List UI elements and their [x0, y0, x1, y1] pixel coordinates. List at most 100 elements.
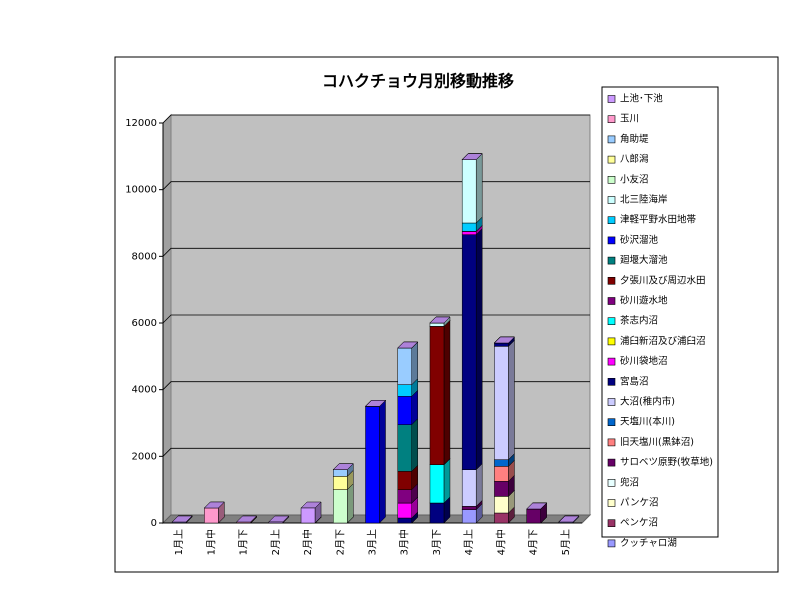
legend-label: 砂川遊水地	[620, 295, 668, 307]
grid-line	[162, 447, 590, 457]
legend	[601, 86, 719, 538]
grid-line	[162, 247, 590, 257]
legend-label: 茶志内沼	[620, 315, 658, 327]
x-tick-label: 1月上	[173, 529, 185, 555]
bar-segment	[461, 469, 477, 507]
x-tick-label: 3月上	[367, 529, 379, 555]
bar-side	[508, 339, 515, 461]
legend-label: 兜沼	[620, 476, 639, 488]
y-tick-label: 6000	[132, 318, 157, 329]
bar-segment	[397, 471, 412, 490]
legend-swatch	[607, 337, 616, 346]
legend-label: 浦臼新沼及び浦臼沼	[620, 335, 706, 347]
legend-label: 北三陸海岸	[620, 194, 668, 206]
bar-segment	[397, 502, 412, 519]
bar-segment	[429, 502, 445, 524]
legend-swatch	[607, 438, 616, 447]
y-tick-label: 2000	[132, 451, 157, 462]
x-tick-label: 2月中	[301, 529, 314, 555]
bar-segment	[397, 489, 412, 504]
y-tick-label: 12000	[125, 118, 157, 129]
legend-label: 角助堤	[620, 133, 649, 145]
legend-label: ペンケ沼	[620, 518, 658, 529]
legend-swatch	[607, 377, 616, 386]
legend-label: 宮島沼	[620, 375, 649, 387]
bar-segment	[461, 506, 477, 510]
legend-swatch	[607, 196, 616, 204]
bar-segment	[333, 489, 348, 524]
bar-top	[235, 515, 258, 523]
bar-segment	[397, 396, 412, 425]
bar-top	[332, 463, 354, 470]
legend-swatch	[607, 176, 616, 184]
legend-label: サロベツ原野(牧草地)	[620, 456, 713, 468]
x-tick-label: 5月上	[560, 529, 572, 555]
bar-segment	[461, 231, 477, 235]
legend-swatch	[607, 256, 616, 265]
bar-top	[203, 501, 225, 509]
bar-top	[558, 515, 580, 523]
bar-segment	[494, 496, 509, 514]
bar-side	[443, 458, 451, 504]
bar-top	[429, 316, 451, 324]
grid-line	[162, 181, 590, 190]
y-tick-label: 0	[151, 518, 157, 529]
legend-swatch	[607, 236, 616, 245]
legend-label: 旧天塩川(黒鉢沼)	[620, 436, 694, 448]
legend-swatch	[607, 539, 616, 548]
bar-side	[379, 399, 386, 524]
legend-swatch	[607, 135, 616, 144]
y-tick-label: 4000	[132, 385, 157, 396]
bar-side	[411, 341, 418, 386]
bar-top	[364, 400, 387, 407]
legend-label: 砂沢溜池	[620, 234, 659, 246]
bar-side	[475, 463, 483, 507]
bar-segment	[526, 508, 541, 524]
bar-segment	[461, 234, 477, 470]
x-tick-label: 3月下	[431, 529, 443, 555]
bar-top	[171, 515, 193, 523]
bar-segment	[494, 459, 509, 467]
bar-segment	[494, 512, 509, 524]
legend-label: 津軽平野水田地帯	[620, 214, 697, 226]
legend-swatch	[607, 458, 616, 467]
bar-segment	[494, 346, 509, 460]
legend-label: 天塩川(本川)	[620, 416, 675, 428]
legend-swatch	[607, 276, 616, 285]
bar-segment	[429, 326, 445, 465]
bar-segment	[268, 521, 284, 524]
x-tick-label: 1月中	[204, 529, 217, 555]
y-tick-label: 10000	[125, 185, 157, 196]
legend-swatch	[607, 499, 616, 507]
legend-swatch	[607, 398, 616, 406]
legend-label: 小友沼	[620, 173, 649, 185]
bar-side	[475, 153, 483, 224]
bar-segment	[397, 424, 412, 472]
bar-segment	[429, 322, 445, 327]
bar-segment	[397, 384, 412, 397]
bar-top	[461, 153, 483, 160]
bar-segment	[494, 481, 509, 497]
legend-label: 大沼(稚内市)	[620, 396, 675, 408]
legend-label: 砂川袋地沼	[620, 355, 668, 367]
bar-segment	[204, 507, 219, 524]
chart-title: コハクチョウ月別移動推移	[322, 72, 514, 91]
bar-top	[397, 341, 419, 349]
legend-label: クッチャロ湖	[620, 538, 677, 549]
bar-top	[493, 336, 516, 344]
bar-segment	[365, 406, 380, 524]
grid-line	[162, 114, 590, 124]
x-tick-label: 3月中	[398, 529, 411, 555]
legend-swatch	[607, 418, 616, 427]
bar-segment	[494, 466, 509, 482]
bar-segment	[333, 469, 348, 477]
bar-segment	[397, 347, 412, 385]
legend-swatch	[607, 357, 616, 366]
legend-swatch	[607, 95, 616, 103]
bar-segment	[300, 507, 316, 524]
legend-swatch	[607, 297, 616, 305]
bar-segment	[429, 464, 445, 504]
x-tick-label: 4月中	[494, 529, 507, 555]
legend-label: 廻堰大溜池	[620, 254, 668, 266]
